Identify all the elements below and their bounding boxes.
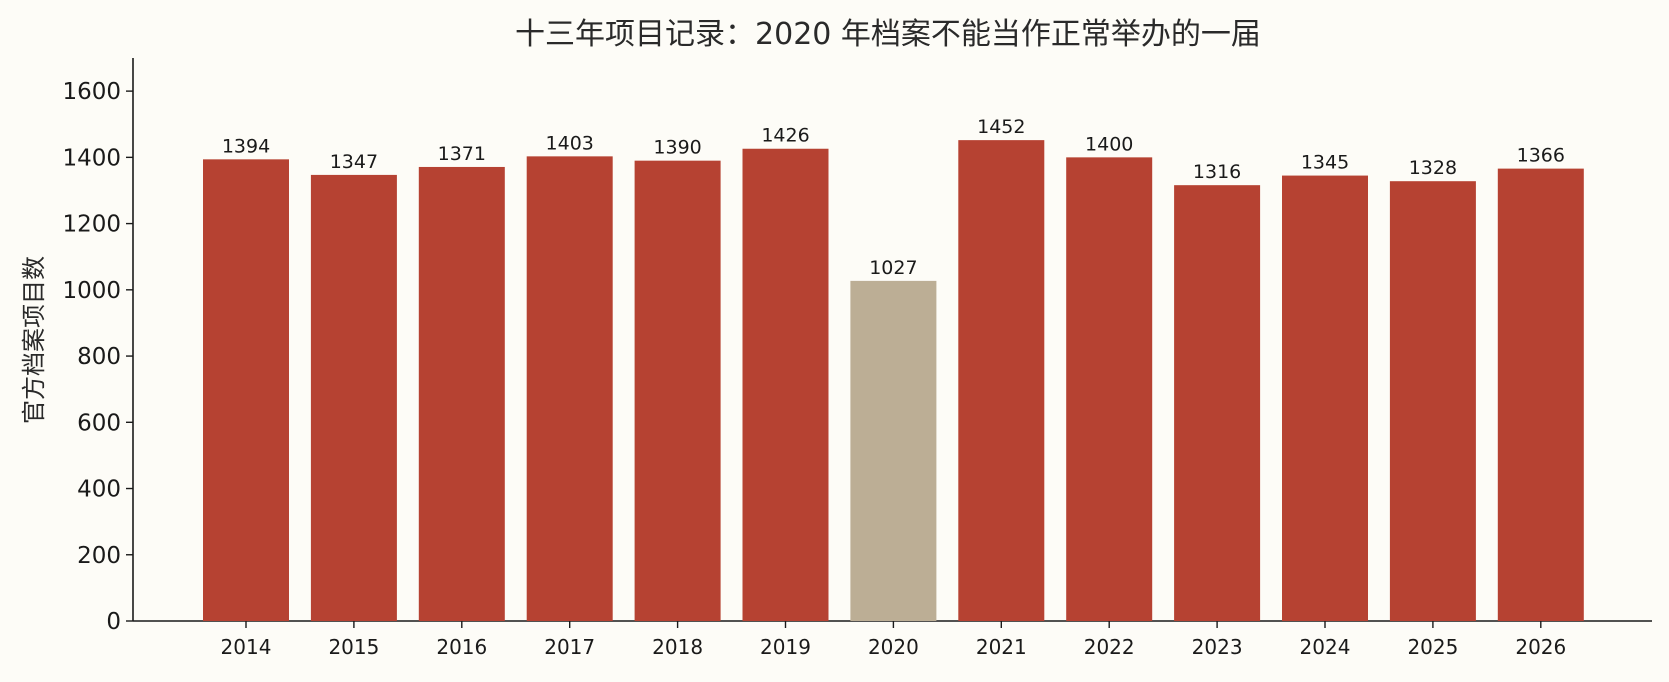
y-tick-label: 400	[77, 477, 121, 503]
data-label-2014: 1394	[222, 135, 270, 157]
x-tick-label-2018: 2018	[652, 635, 703, 659]
x-tick-label-2023: 2023	[1192, 635, 1243, 659]
data-label-2021: 1452	[977, 116, 1025, 138]
x-tick-label-2024: 2024	[1300, 635, 1351, 659]
x-tick-label-2015: 2015	[328, 635, 379, 659]
bar-2015	[310, 174, 397, 622]
y-tick-label: 1400	[62, 145, 121, 171]
bar-2026	[1497, 168, 1584, 621]
bar-2018	[634, 160, 721, 621]
data-label-2018: 1390	[653, 137, 701, 159]
data-label-2020: 1027	[869, 257, 917, 279]
x-tick-label-2021: 2021	[976, 635, 1027, 659]
data-label-2019: 1426	[761, 125, 809, 147]
data-label-2025: 1328	[1409, 157, 1457, 179]
bar-2025	[1389, 181, 1476, 622]
y-tick-label: 800	[77, 344, 121, 370]
bar-2021	[958, 140, 1045, 621]
y-axis-label: 官方档案项目数	[20, 256, 48, 424]
bar-2024	[1282, 175, 1368, 622]
data-label-2015: 1347	[330, 151, 378, 173]
chart-title: 十三年项目记录：2020 年档案不能当作正常举办的一届	[515, 17, 1261, 52]
data-label-2026: 1366	[1517, 145, 1565, 167]
y-tick-label: 0	[106, 609, 121, 635]
x-tick-label-2022: 2022	[1084, 635, 1135, 659]
x-tick-label-2025: 2025	[1407, 635, 1458, 659]
bar-2022	[1066, 157, 1153, 621]
data-label-2024: 1345	[1301, 152, 1349, 174]
data-label-2022: 1400	[1085, 133, 1133, 155]
data-label-2017: 1403	[546, 132, 594, 154]
y-tick-label: 200	[77, 543, 121, 569]
x-tick-label-2019: 2019	[760, 635, 811, 659]
x-tick-label-2017: 2017	[544, 635, 595, 659]
bar-2023	[1174, 185, 1261, 622]
data-label-2023: 1316	[1193, 161, 1241, 183]
x-tick-label-2016: 2016	[436, 635, 487, 659]
bar-2014	[203, 159, 289, 621]
y-tick-label: 600	[77, 410, 121, 436]
bar-2016	[418, 166, 505, 621]
bar-2017	[526, 156, 613, 621]
x-tick-label-2020: 2020	[868, 635, 919, 659]
bar-2019	[742, 148, 829, 621]
bar-2020	[850, 280, 937, 621]
x-tick-label-2014: 2014	[221, 635, 272, 659]
y-tick-label: 1600	[62, 79, 121, 105]
y-tick-label: 1200	[62, 212, 121, 238]
plot-area: 0 200 400 600 800 1000 1200 1400 1600 1394 2014 134…	[62, 58, 1652, 659]
y-tick-label: 1000	[62, 278, 121, 304]
data-label-2016: 1371	[438, 143, 486, 165]
x-tick-label-2026: 2026	[1515, 635, 1566, 659]
